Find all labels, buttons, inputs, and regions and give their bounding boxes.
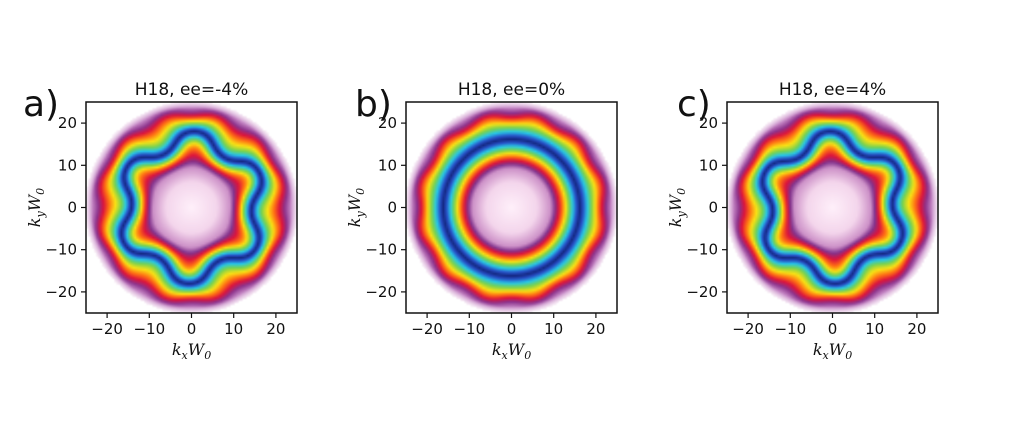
y-tick-label: 0 <box>708 199 718 217</box>
x-tick-label: 0 <box>828 320 838 338</box>
y-tick-label: −20 <box>686 283 718 301</box>
chart-title: H18, ee=4% <box>779 80 886 100</box>
x-tick-label: 10 <box>224 320 243 338</box>
x-tick-label: 0 <box>187 320 197 338</box>
y-tick-label: −20 <box>365 283 397 301</box>
y-tick-label: 10 <box>58 156 77 174</box>
y-tick-label: 20 <box>58 114 77 132</box>
y-tick-label: −10 <box>365 241 397 259</box>
heatmap-image <box>406 102 617 313</box>
y-tick-label: 20 <box>699 114 718 132</box>
y-tick-label: −10 <box>45 241 77 259</box>
x-tick-label: −20 <box>91 320 123 338</box>
y-tick-label: 0 <box>67 199 77 217</box>
heatmap-image <box>86 102 297 313</box>
x-tick-label: 10 <box>544 320 563 338</box>
panel-label: c) <box>677 84 711 125</box>
y-tick-label: 10 <box>378 156 397 174</box>
panel-1: a) H18, ee=-4% −20 −10 0 10 20 −20 −10 0 10 20 kxW0 k… <box>23 80 298 362</box>
y-tick-label: −20 <box>45 283 77 301</box>
x-tick-label: −20 <box>732 320 764 338</box>
y-tick-label: 0 <box>387 199 397 217</box>
x-tick-label: 20 <box>266 320 285 338</box>
y-axis-label: kyW0 <box>25 188 47 227</box>
panel-3: c) H18, ee=4% −20 −10 0 10 20 −20 −10 0 10 20 kxW0 ky… <box>666 80 939 362</box>
chart-title: H18, ee=0% <box>458 80 565 100</box>
x-axis-label: kxW0 <box>492 340 531 362</box>
heatmap-image <box>727 102 938 313</box>
x-tick-label: 10 <box>865 320 884 338</box>
panel-2: b) H18, ee=0% −20 −10 0 10 20 −20 −10 0 10 20 kxW0 ky… <box>345 80 618 362</box>
chart-title: H18, ee=-4% <box>135 80 249 100</box>
panel-label: a) <box>23 84 59 125</box>
panel-label: b) <box>355 84 392 125</box>
y-axis-label: kyW0 <box>666 188 688 227</box>
x-tick-label: 20 <box>907 320 926 338</box>
y-tick-label: −10 <box>686 241 718 259</box>
y-tick-label: 10 <box>699 156 718 174</box>
y-tick-label: 20 <box>378 114 397 132</box>
y-axis-label: kyW0 <box>345 188 367 227</box>
x-tick-label: 20 <box>586 320 605 338</box>
x-tick-label: −10 <box>774 320 806 338</box>
x-axis-label: kxW0 <box>813 340 852 362</box>
x-tick-label: −20 <box>411 320 443 338</box>
x-tick-label: −10 <box>133 320 165 338</box>
x-tick-label: −10 <box>453 320 485 338</box>
x-axis-label: kxW0 <box>172 340 211 362</box>
x-tick-label: 0 <box>507 320 517 338</box>
